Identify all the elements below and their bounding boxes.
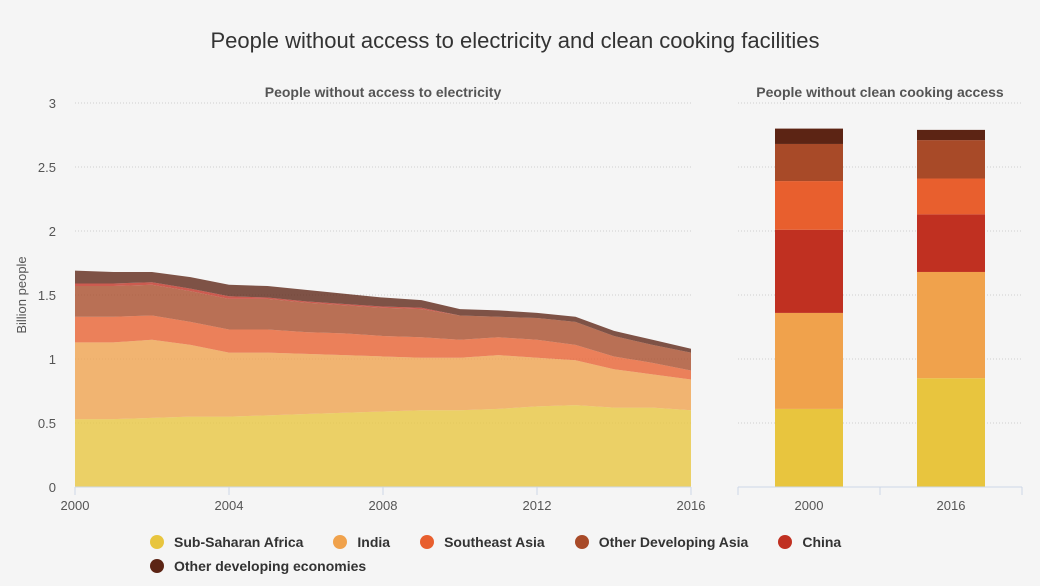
legend-item-sub-saharan-africa[interactable]: Sub-Saharan Africa: [150, 532, 303, 552]
x-tick-label: 2016: [677, 498, 706, 513]
area-other-developing-asia: [75, 284, 691, 371]
axes: 0 0.5 1 1.5 2 2.5 3 2000 2004 2008 2012 2016 2000 201…: [38, 96, 1023, 513]
bar-india-2016: [917, 271, 985, 379]
legend-item-other-developing-economies[interactable]: Other developing economies: [150, 556, 366, 576]
legend-marker: [150, 535, 164, 549]
bar-other-developing-asia-2000: [775, 143, 843, 182]
chart-title: People without access to electricity and…: [211, 28, 820, 53]
y-tick-label: 2: [49, 224, 56, 239]
legend-marker: [150, 559, 164, 573]
legend-label: Southeast Asia: [444, 534, 545, 550]
legend-item-china[interactable]: China: [778, 532, 841, 552]
legend: Sub-Saharan Africa India Southeast Asia Oth…: [150, 532, 910, 576]
y-tick-label: 1.5: [38, 288, 56, 303]
electricity-area-plot: [75, 270, 691, 487]
legend-item-india[interactable]: India: [333, 532, 390, 552]
legend-item-other-developing-asia[interactable]: Other Developing Asia: [574, 532, 749, 552]
x-tick-label: 2000: [61, 498, 90, 513]
cooking-bar-plot: [775, 128, 985, 487]
bar-china-2016: [917, 214, 985, 272]
bar-other-developing-economies-2000: [775, 128, 843, 144]
legend-label: Other Developing Asia: [598, 534, 749, 550]
y-tick-label: 0: [49, 480, 56, 495]
bar-southeast-asia-2016: [917, 178, 985, 215]
cooking-subtitle: People without clean cooking access: [756, 84, 1004, 100]
area-southeast-asia: [75, 315, 691, 380]
legend-label: Other developing economies: [174, 558, 367, 574]
bar-category-label: 2016: [937, 498, 966, 513]
electricity-subtitle: People without access to electricity: [265, 84, 502, 100]
legend-marker: [333, 535, 348, 549]
x-tick-label: 2004: [215, 498, 244, 513]
y-tick-label: 2.5: [38, 160, 56, 175]
bar-other-developing-asia-2016: [917, 140, 985, 179]
legend-marker: [778, 535, 793, 549]
y-axis-label: Billion people: [14, 256, 29, 333]
legend-label: China: [802, 534, 842, 550]
y-tick-label: 1: [49, 352, 56, 367]
bar-china-2000: [775, 229, 843, 313]
bar-category-label: 2000: [795, 498, 824, 513]
area-other-developing-economies: [75, 270, 691, 353]
area-sub-saharan-africa: [75, 405, 691, 487]
legend-marker: [574, 535, 589, 549]
y-tick-label: 3: [49, 96, 56, 111]
legend-label: Sub-Saharan Africa: [174, 534, 304, 550]
area-india: [75, 339, 691, 420]
legend-marker: [420, 535, 435, 549]
bar-sub-saharan-africa-2016: [917, 378, 985, 487]
legend-item-southeast-asia[interactable]: Southeast Asia: [420, 532, 545, 552]
legend-label: India: [357, 534, 391, 550]
bar-other-developing-economies-2016: [917, 129, 985, 141]
x-tick-label: 2008: [369, 498, 398, 513]
x-tick-label: 2012: [523, 498, 552, 513]
y-tick-label: 0.5: [38, 416, 56, 431]
bar-southeast-asia-2000: [775, 181, 843, 230]
bar-india-2000: [775, 312, 843, 409]
bar-sub-saharan-africa-2000: [775, 408, 843, 487]
